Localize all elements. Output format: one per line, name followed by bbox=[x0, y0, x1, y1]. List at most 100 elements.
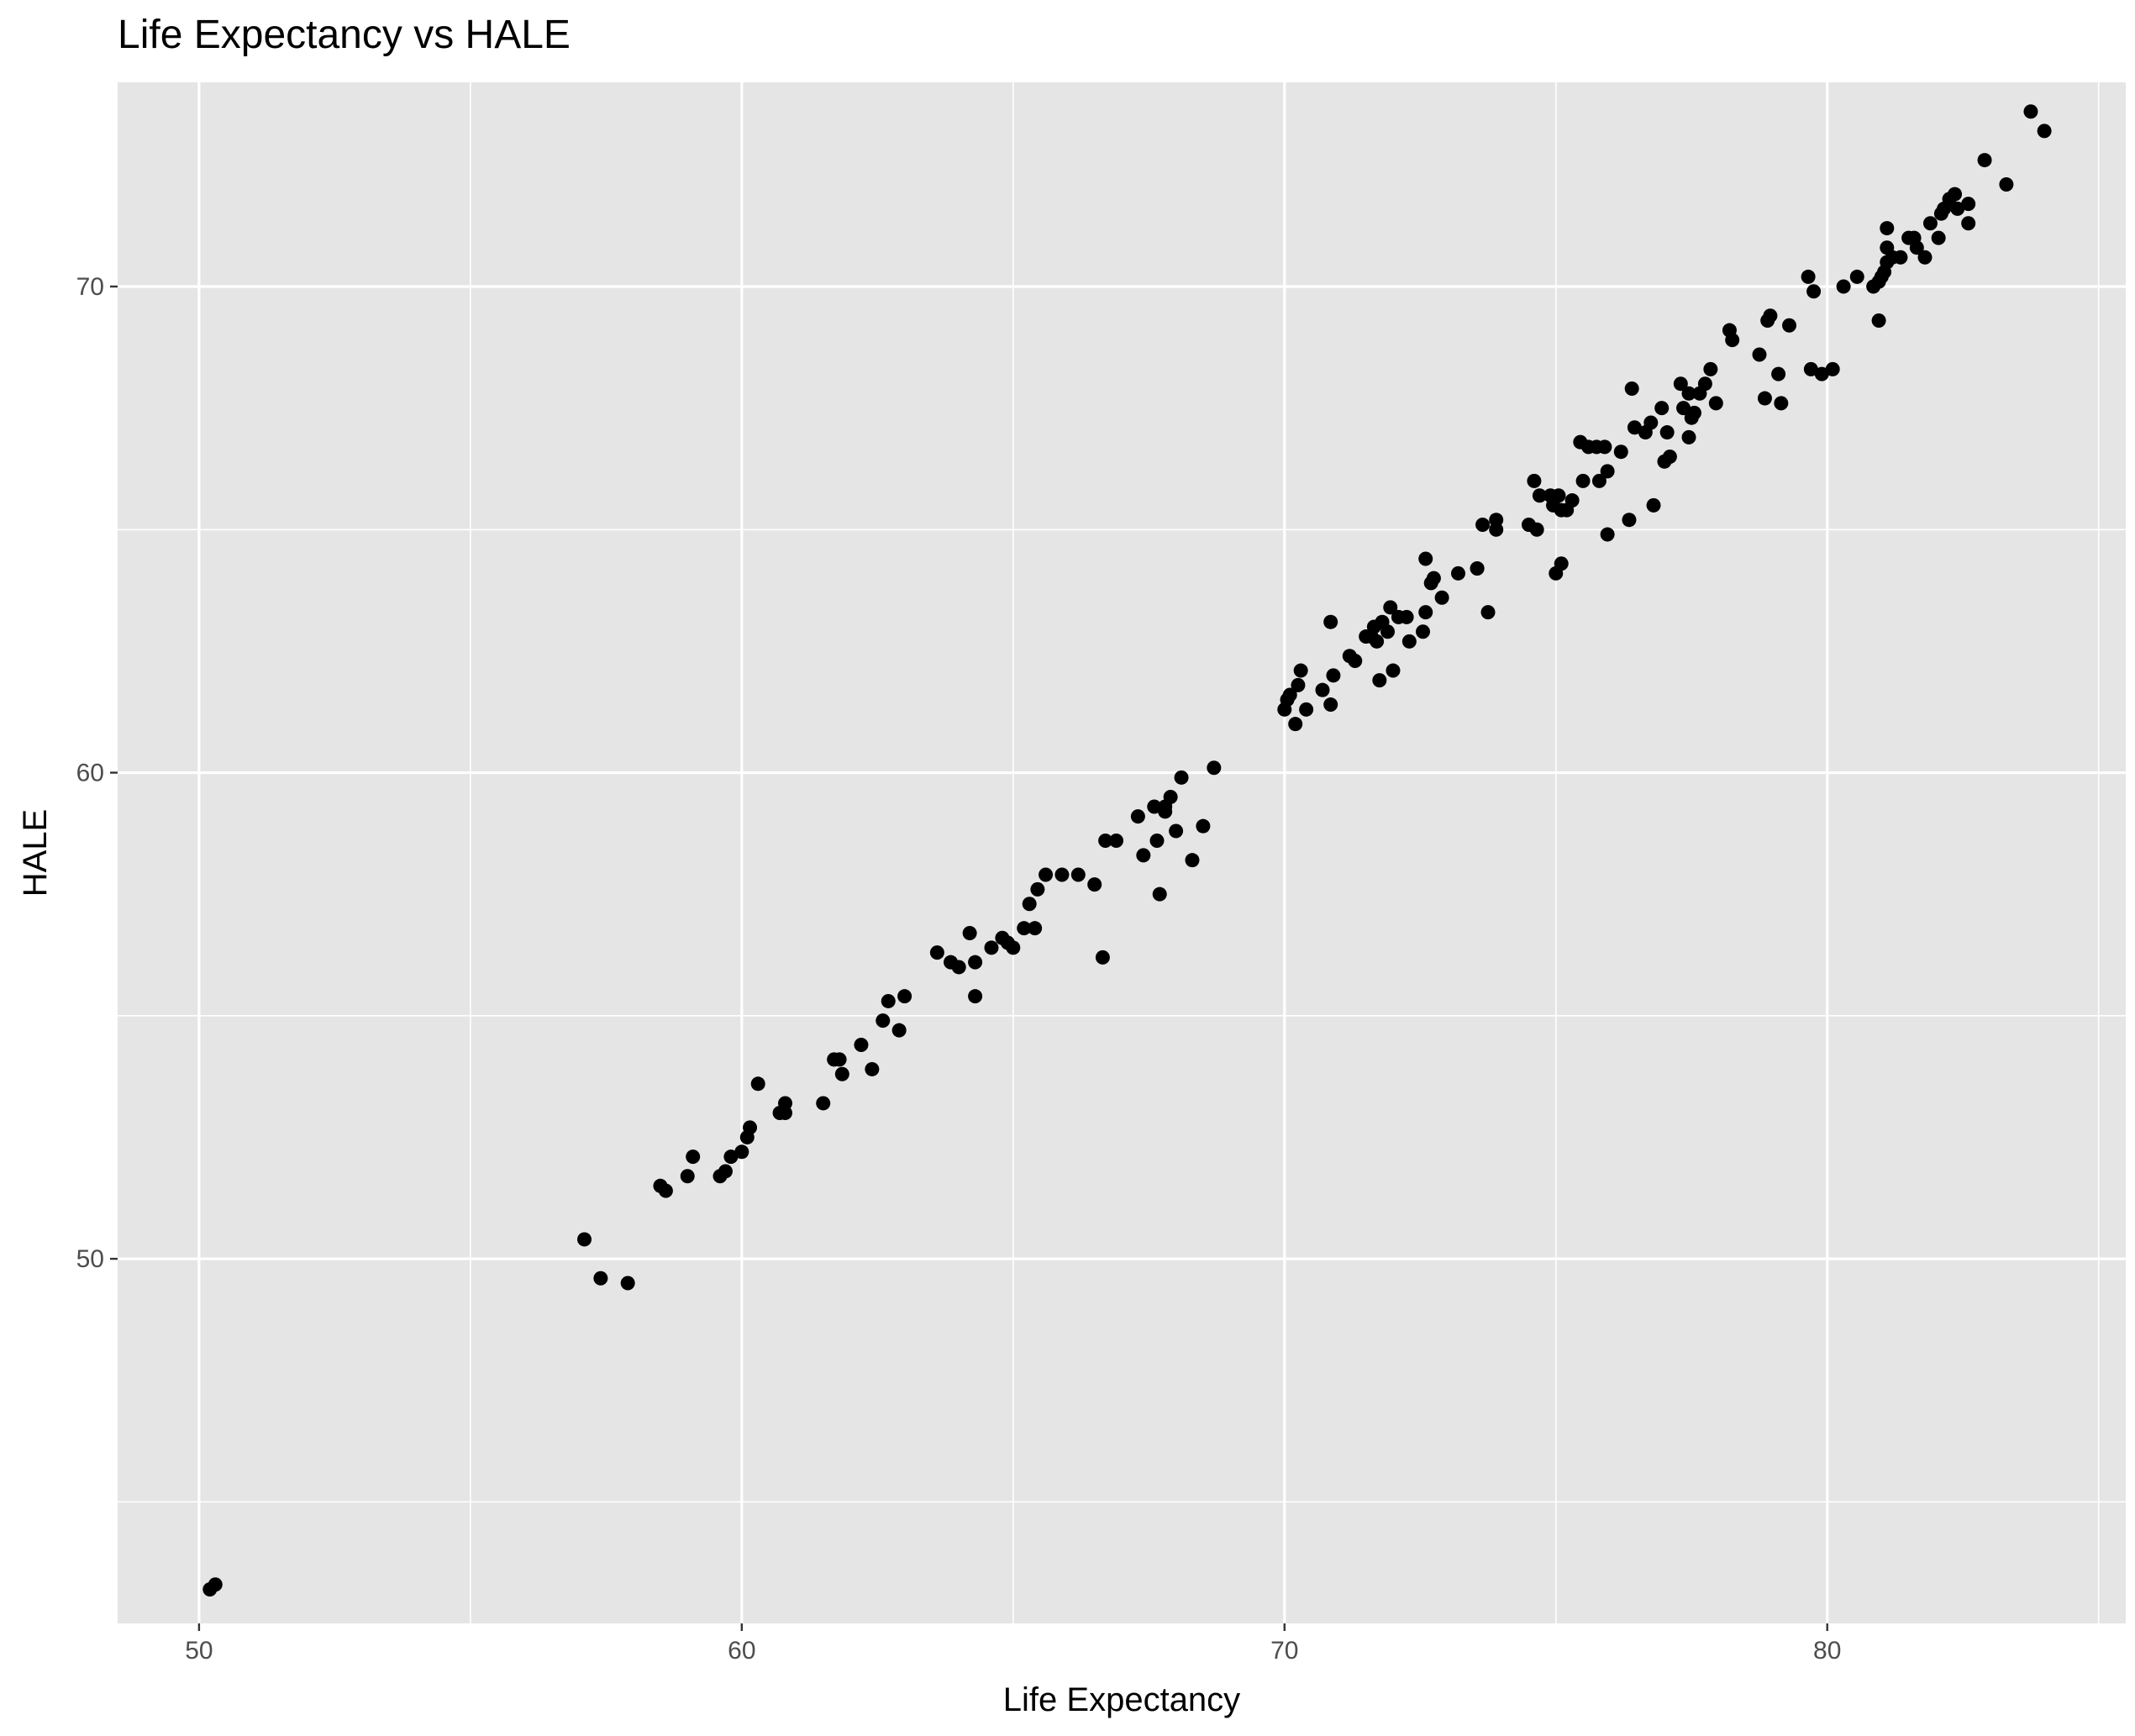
data-point bbox=[1450, 566, 1465, 581]
data-point bbox=[1380, 624, 1396, 639]
data-point bbox=[1475, 517, 1491, 532]
data-point bbox=[1708, 396, 1723, 411]
data-point bbox=[1654, 401, 1670, 416]
data-point bbox=[1591, 473, 1607, 488]
data-point bbox=[1909, 240, 1924, 255]
data-point bbox=[593, 1270, 608, 1286]
data-point bbox=[1836, 279, 1851, 294]
data-point bbox=[1054, 867, 1070, 882]
data-point bbox=[1006, 940, 1021, 955]
data-point bbox=[1600, 464, 1615, 479]
data-point bbox=[1098, 834, 1113, 849]
data-point bbox=[854, 1038, 869, 1053]
data-point bbox=[1575, 473, 1591, 488]
data-point bbox=[2037, 124, 2052, 139]
data-point bbox=[1752, 347, 1767, 362]
data-point bbox=[1922, 216, 1938, 231]
x-tick-label: 50 bbox=[185, 1637, 213, 1665]
data-point bbox=[1383, 600, 1398, 615]
data-point bbox=[1174, 770, 1189, 785]
data-point bbox=[1703, 361, 1718, 376]
data-point bbox=[1782, 318, 1797, 333]
data-point bbox=[1681, 429, 1696, 445]
data-point bbox=[1207, 760, 1222, 776]
data-point bbox=[208, 1577, 223, 1592]
data-point bbox=[1095, 950, 1110, 965]
data-point bbox=[750, 1076, 765, 1092]
data-point bbox=[962, 925, 977, 940]
data-points bbox=[202, 104, 2052, 1597]
data-point bbox=[1725, 333, 1740, 348]
data-point bbox=[743, 1120, 758, 1135]
data-point bbox=[1017, 921, 1032, 936]
data-point bbox=[1771, 366, 1786, 381]
data-point bbox=[680, 1169, 695, 1184]
data-point bbox=[1196, 818, 1211, 834]
x-axis-title: Life Expectancy bbox=[1003, 1681, 1240, 1718]
data-point bbox=[1109, 834, 1124, 849]
data-point bbox=[1434, 590, 1449, 605]
data-point bbox=[1643, 415, 1659, 430]
y-axis-title: HALE bbox=[17, 809, 54, 897]
data-point bbox=[1039, 867, 1054, 882]
data-point bbox=[1489, 522, 1504, 537]
x-tick-label: 80 bbox=[1813, 1637, 1841, 1665]
data-point bbox=[1527, 473, 1542, 488]
data-point bbox=[1418, 551, 1433, 566]
data-point bbox=[1961, 197, 1976, 212]
data-point bbox=[718, 1164, 733, 1179]
data-point bbox=[1280, 692, 1295, 708]
data-point bbox=[1418, 605, 1433, 620]
data-point bbox=[1697, 376, 1712, 392]
data-point bbox=[1948, 187, 1963, 202]
data-point bbox=[1757, 391, 1772, 406]
x-tick-label: 60 bbox=[728, 1637, 755, 1665]
data-point bbox=[1659, 425, 1675, 440]
data-point bbox=[1152, 886, 1167, 902]
minor-gridlines bbox=[118, 82, 2126, 1623]
data-point bbox=[1917, 250, 1933, 265]
data-point bbox=[1763, 308, 1778, 324]
data-point bbox=[1529, 522, 1544, 537]
data-point bbox=[832, 1052, 847, 1067]
data-point bbox=[1662, 449, 1677, 464]
data-point bbox=[1880, 221, 1895, 236]
data-point bbox=[1293, 663, 1308, 678]
data-point bbox=[1399, 609, 1414, 624]
data-point bbox=[734, 1144, 749, 1160]
y-axis: 50 60 70 bbox=[76, 273, 118, 1273]
data-point bbox=[1288, 717, 1303, 732]
data-point bbox=[1622, 513, 1637, 528]
data-point bbox=[876, 1013, 891, 1028]
data-point bbox=[1646, 497, 1661, 513]
data-point bbox=[1950, 201, 1965, 216]
data-point bbox=[1158, 804, 1173, 819]
data-point bbox=[1323, 697, 1338, 713]
data-point bbox=[1022, 897, 1037, 912]
data-point bbox=[1600, 527, 1615, 542]
data-point bbox=[1676, 401, 1691, 416]
data-point bbox=[881, 993, 896, 1008]
data-point bbox=[1803, 361, 1818, 376]
major-gridlines bbox=[118, 82, 2126, 1623]
data-point bbox=[1426, 571, 1441, 586]
data-point bbox=[1825, 361, 1840, 376]
data-point bbox=[1597, 439, 1612, 455]
data-point bbox=[816, 1096, 831, 1111]
data-point bbox=[1299, 702, 1314, 717]
data-point bbox=[620, 1276, 635, 1291]
data-point bbox=[686, 1149, 701, 1165]
data-point bbox=[1681, 386, 1696, 401]
data-point bbox=[2023, 104, 2038, 119]
x-axis: 50 60 70 80 bbox=[185, 1623, 1841, 1665]
data-point bbox=[658, 1183, 673, 1198]
data-point bbox=[951, 960, 966, 975]
data-point bbox=[1814, 366, 1829, 381]
data-point bbox=[1532, 488, 1547, 503]
data-point bbox=[865, 1061, 880, 1076]
data-point bbox=[1977, 153, 1992, 168]
data-point bbox=[1871, 313, 1886, 328]
data-point bbox=[1470, 561, 1485, 576]
data-point bbox=[1028, 921, 1043, 936]
